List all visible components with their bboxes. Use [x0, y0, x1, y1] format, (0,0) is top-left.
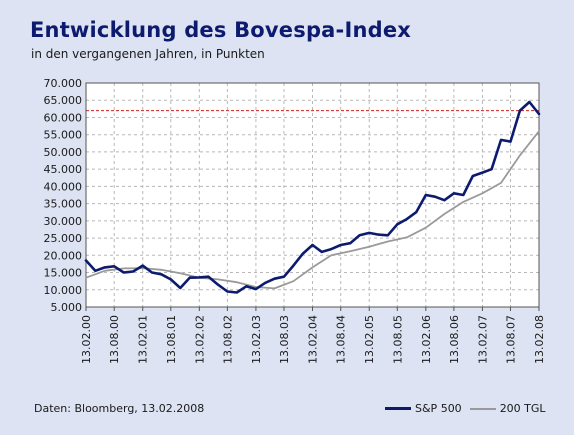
legend-swatch-200tgl — [469, 407, 496, 410]
series-line-200tgl — [85, 130, 540, 290]
y-tick-label: 45.000 — [44, 163, 83, 176]
legend-label-sp500: S&P 500 — [415, 402, 462, 415]
chart-subtitle: in den vergangenen Jahren, in Punkten — [31, 47, 265, 61]
y-tick-label: 60.000 — [44, 111, 83, 124]
chart-legend: S&P 500 200 TGL — [385, 402, 546, 415]
x-tick-label: 13.02.05 — [363, 315, 376, 364]
x-tick-label: 13.02.04 — [307, 315, 320, 364]
x-tick-label: 13.02.08 — [533, 315, 546, 364]
x-tick-label: 13.08.07 — [504, 315, 517, 364]
y-tick-label: 15.000 — [44, 267, 83, 280]
x-tick-label: 13.08.01 — [165, 315, 178, 364]
y-tick-label: 55.000 — [44, 129, 83, 142]
y-tick-label: 10.000 — [44, 284, 83, 297]
x-tick-label: 13.02.01 — [137, 315, 150, 364]
x-tick-label: 13.02.00 — [80, 315, 93, 364]
legend-label-200tgl: 200 TGL — [499, 402, 546, 415]
chart-title: Entwicklung des Bovespa-Index — [30, 18, 412, 42]
series-line-sp500 — [84, 100, 541, 294]
y-tick-label: 25.000 — [44, 232, 83, 245]
y-tick-label: 20.000 — [44, 249, 83, 262]
x-tick-label: 13.08.06 — [448, 315, 461, 364]
x-tick-label: 13.08.00 — [108, 315, 121, 364]
y-tick-label: 35.000 — [44, 198, 83, 211]
plot-border — [85, 82, 540, 308]
x-tick-label: 13.08.05 — [391, 315, 404, 364]
y-tick-label: 70.000 — [44, 77, 83, 90]
x-tick-label: 13.02.03 — [250, 315, 263, 364]
x-tick-label: 13.08.04 — [335, 315, 348, 364]
legend-swatch-sp500 — [385, 407, 411, 410]
x-tick-label: 13.02.06 — [420, 315, 433, 364]
y-tick-label: 50.000 — [44, 146, 83, 159]
y-tick-label: 40.000 — [44, 180, 83, 193]
y-tick-label: 30.000 — [44, 215, 83, 228]
x-tick-label: 13.02.07 — [476, 315, 489, 364]
x-tick-label: 13.08.02 — [221, 315, 234, 364]
source-note: Daten: Bloomberg, 13.02.2008 — [34, 402, 205, 415]
x-tick-label: 13.08.03 — [278, 315, 291, 364]
y-tick-label: 65.000 — [44, 94, 83, 107]
x-tick-label: 13.02.02 — [193, 315, 206, 364]
y-tick-label: 5.000 — [51, 301, 83, 314]
